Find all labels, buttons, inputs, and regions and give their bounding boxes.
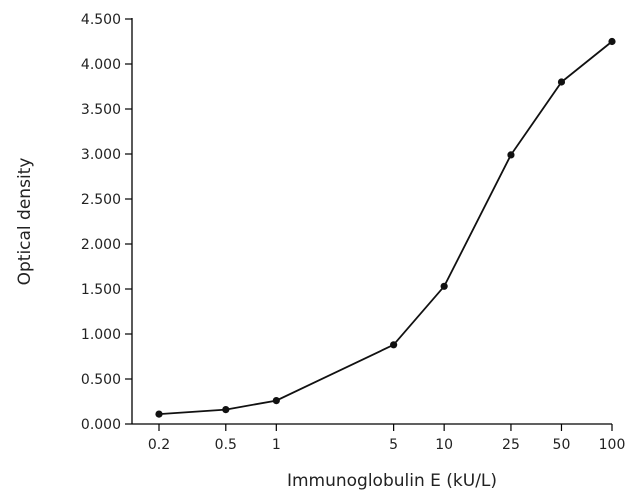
x-tick-label: 5 — [389, 437, 398, 453]
series-optical-density — [155, 37, 616, 418]
y-tick-label: 0.000 — [81, 417, 121, 433]
data-point — [608, 37, 616, 46]
y-tick-label: 0.500 — [81, 372, 121, 388]
data-point — [155, 410, 163, 418]
series-line — [158, 40, 613, 415]
x-tick-label: 0.5 — [215, 437, 237, 453]
x-tick-label: 50 — [553, 437, 571, 453]
x-tick-label: 100 — [599, 437, 626, 453]
data-point — [440, 282, 448, 290]
x-tick-label: 25 — [502, 437, 520, 453]
y-tick-label: 1.000 — [81, 327, 121, 343]
y-axis: 0.000 0.500 1.000 1.500 2.000 2.500 3.000 3.500… — [81, 12, 133, 433]
x-tick-label: 10 — [435, 437, 453, 453]
y-axis-title: Optical density — [15, 158, 35, 286]
y-tick-label: 1.500 — [81, 282, 121, 298]
x-axis: 0.2 0.5 1 5 10 25 50 100 — [132, 423, 626, 453]
y-tick-label: 2.000 — [81, 237, 121, 253]
data-point — [390, 341, 398, 349]
y-tick-label: 3.500 — [81, 102, 121, 118]
data-point — [507, 151, 515, 159]
data-point — [557, 78, 566, 86]
data-point — [222, 406, 230, 414]
y-tick-label: 3.000 — [81, 147, 121, 163]
x-tick-label: 0.2 — [148, 437, 170, 453]
y-tick-label: 4.500 — [81, 12, 121, 28]
x-tick-label: 1 — [272, 437, 281, 453]
y-tick-label: 2.500 — [81, 192, 121, 208]
x-axis-title: Immunoglobulin E (kU/L) — [287, 471, 497, 491]
data-point — [272, 397, 280, 405]
y-tick-label: 4.000 — [81, 57, 121, 73]
